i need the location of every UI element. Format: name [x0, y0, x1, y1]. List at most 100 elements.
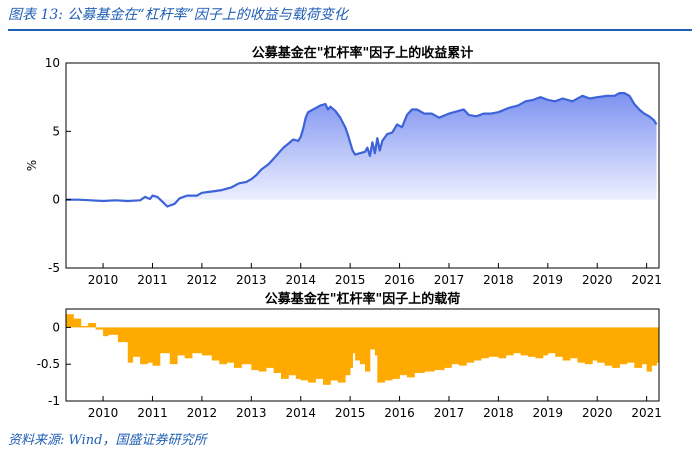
loading-bar — [177, 327, 185, 356]
top-xtick-label: 2013 — [236, 273, 267, 287]
loading-bar — [584, 327, 593, 365]
loading-bar — [184, 327, 193, 359]
loading-bar — [392, 327, 400, 379]
bot-ytick-label: -1 — [48, 394, 60, 408]
loading-bar — [458, 327, 467, 366]
loading-bar — [377, 327, 386, 383]
loading-bar — [201, 327, 213, 356]
loading-bar — [169, 327, 178, 365]
loading-bar — [562, 327, 571, 361]
loading-bar — [414, 327, 425, 373]
top-xtick-label: 2021 — [631, 273, 662, 287]
loading-bar — [597, 327, 605, 363]
bot-xtick-label: 2019 — [533, 406, 564, 420]
loading-bar — [330, 327, 339, 381]
bot-xtick-label: 2018 — [483, 406, 514, 420]
bot-xtick-label: 2021 — [631, 406, 662, 420]
bot-xtick-label: 2015 — [335, 406, 366, 420]
bot-xtick-label: 2013 — [236, 406, 267, 420]
loading-bar — [288, 327, 297, 376]
loading-bar — [315, 327, 324, 379]
bot-xtick-label: 2012 — [187, 406, 218, 420]
loading-bar — [434, 327, 445, 371]
loading-bar — [308, 327, 316, 383]
loading-bar — [592, 327, 598, 361]
loading-bar — [352, 327, 356, 354]
loading-bar — [570, 327, 578, 359]
top-xtick-label: 2019 — [533, 273, 564, 287]
loading-bar — [234, 327, 242, 368]
loading-bar — [473, 327, 482, 361]
loading-bar — [634, 327, 643, 368]
factor-loading-frame — [65, 308, 660, 402]
loading-bar — [451, 327, 460, 365]
cumulative-return-line — [66, 92, 658, 208]
loading-bar — [555, 327, 563, 357]
loading-bar — [651, 327, 657, 366]
cumulative-return-panel: 公募基金在"杠杆率"因子上的收益累计 % -5 0 5 10 2010 2011 2012 2… — [25, 45, 662, 287]
top-xtick-label: 2012 — [187, 273, 218, 287]
loading-bar — [604, 327, 613, 366]
loading-bar — [481, 327, 489, 359]
loading-bar — [535, 327, 544, 359]
loading-bar — [95, 327, 104, 330]
loading-bar — [365, 327, 371, 372]
top-xtick-label: 2014 — [285, 273, 316, 287]
top-xtick-label: 2018 — [483, 273, 514, 287]
loading-bar — [337, 327, 346, 383]
loading-bar — [226, 327, 235, 363]
loading-bar — [266, 327, 274, 368]
loading-bar — [626, 327, 635, 363]
cumulative-return-title: 公募基金在"杠杆率"因子上的收益累计 — [252, 45, 474, 61]
top-xtick-label: 2015 — [335, 273, 366, 287]
loading-bar — [520, 327, 529, 356]
cumulative-return-area — [66, 93, 657, 207]
loading-bar — [350, 327, 353, 368]
loading-bar — [273, 327, 282, 373]
loading-bar — [641, 327, 647, 365]
loading-bar — [152, 327, 161, 366]
loading-bar — [258, 327, 267, 372]
loading-bar — [251, 327, 260, 371]
cumulative-return-fill — [66, 93, 657, 207]
cumulative-return-series — [66, 92, 658, 208]
bot-xtick-label: 2011 — [137, 406, 168, 420]
loading-bar — [488, 327, 499, 357]
cumulative-return-frame — [65, 62, 660, 269]
cumulative-return-ylabel: % — [25, 160, 39, 171]
bot-xtick-label: 2016 — [384, 406, 415, 420]
loading-bar — [577, 327, 586, 363]
top-ytick-label: 0 — [52, 193, 60, 207]
loading-bar — [360, 327, 366, 365]
loading-bar — [547, 327, 556, 354]
bot-xtick-label: 2020 — [582, 406, 613, 420]
bot-xtick-label: 2010 — [88, 406, 119, 420]
loading-bar — [117, 327, 129, 343]
loading-bar — [241, 327, 252, 365]
factor-loading-bars — [66, 314, 660, 385]
loading-bar — [619, 327, 628, 365]
figure-caption: 图表 13: 公募基金在“杠杆率”因子上的收益与载荷变化 — [8, 7, 348, 23]
loading-bar — [192, 327, 203, 354]
loading-bar — [542, 327, 549, 356]
loading-bar — [528, 327, 536, 357]
loading-bar — [355, 327, 361, 361]
loading-bar — [369, 327, 376, 350]
loading-bar — [656, 327, 660, 363]
loading-bar — [505, 327, 514, 356]
loading-bar — [295, 327, 302, 379]
loading-bar — [444, 327, 452, 368]
bot-ytick-label: -0.5 — [37, 357, 60, 371]
loading-bar — [407, 327, 415, 378]
top-xtick-label: 2017 — [434, 273, 465, 287]
loading-bar — [399, 327, 408, 376]
loading-bar — [281, 327, 289, 379]
top-xtick-label: 2011 — [137, 273, 168, 287]
loading-bar — [374, 327, 378, 356]
caption-rule — [8, 29, 692, 31]
top-xtick-label: 2016 — [384, 273, 415, 287]
top-xtick-label: 2010 — [88, 273, 119, 287]
top-ytick-label: 10 — [45, 56, 60, 70]
loading-bar — [159, 327, 171, 354]
